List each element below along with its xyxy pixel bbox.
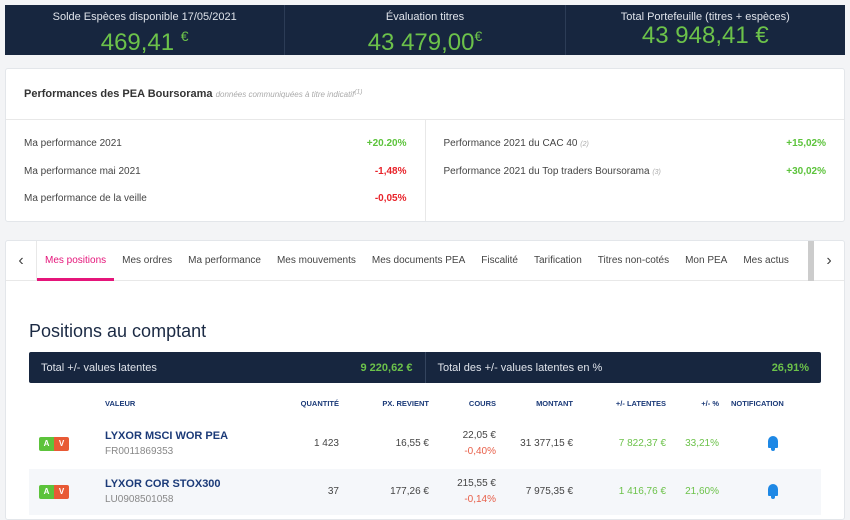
tab-titres-non-cotes[interactable]: Titres non-cotés bbox=[597, 254, 670, 266]
amount: 31 377,15 € bbox=[520, 438, 573, 449]
perf-row: Performance 2021 du CAC 40 (2) +15,02% bbox=[443, 138, 827, 150]
buy-button[interactable]: A bbox=[39, 437, 54, 451]
price: 215,55 € bbox=[457, 478, 496, 489]
positions-card: ‹ Mes positions Mes ordres Ma performanc… bbox=[5, 240, 845, 520]
isin: FR0011869353 bbox=[105, 446, 174, 457]
tab-mon-pea[interactable]: Mon PEA bbox=[685, 254, 728, 266]
securities-value: Évaluation titres 43 479,00€ bbox=[285, 5, 566, 56]
tab-mes-actus[interactable]: Mes actus bbox=[743, 254, 789, 266]
perf-row: Ma performance de la veille -0,05% bbox=[24, 193, 407, 205]
sell-button[interactable]: V bbox=[54, 485, 69, 499]
price: 22,05 € bbox=[462, 430, 496, 441]
tab-mes-mouvements[interactable]: Mes mouvements bbox=[276, 254, 356, 266]
tab-ma-performance[interactable]: Ma performance bbox=[188, 254, 261, 266]
perf-row: Ma performance 2021 +20.20% bbox=[24, 138, 407, 150]
portfolio-total: Total Portefeuille (titres + espèces) 43 … bbox=[620, 11, 790, 49]
tab-mes-positions[interactable]: Mes positions bbox=[37, 241, 115, 281]
performance-card: Performances des PEA Boursorama données … bbox=[5, 68, 845, 222]
tab-bar: ‹ Mes positions Mes ordres Ma performanc… bbox=[6, 240, 844, 281]
bell-icon[interactable] bbox=[768, 436, 778, 451]
tab-mes-documents[interactable]: Mes documents PEA bbox=[371, 254, 466, 266]
chevron-left-icon[interactable]: ‹ bbox=[18, 251, 24, 269]
security-name[interactable]: LYXOR COR STOX300 bbox=[105, 478, 221, 490]
security-name[interactable]: LYXOR MSCI WOR PEA bbox=[105, 430, 229, 442]
tab-fiscalite[interactable]: Fiscalité bbox=[481, 254, 518, 266]
cash-balance: Solde Espèces disponible 17/05/2021 469,4… bbox=[5, 5, 286, 56]
unrealized-pct: 21,60% bbox=[685, 486, 719, 497]
table-header: VALEUR QUANTITÉ PX. REVIENT COURS MONTAN… bbox=[105, 399, 784, 408]
perf-row: Ma performance mai 2021 -1,48% bbox=[24, 165, 407, 177]
tab-tarification[interactable]: Tarification bbox=[533, 254, 582, 266]
cost-price: 177,26 € bbox=[390, 486, 429, 497]
bell-icon[interactable] bbox=[768, 484, 778, 499]
tab-mes-ordres[interactable]: Mes ordres bbox=[122, 254, 173, 266]
section-title: Positions au comptant bbox=[29, 321, 207, 341]
isin: LU0908501058 bbox=[105, 494, 174, 505]
totals-bar: Total +/- values latentes 9 220,62 € Tota… bbox=[29, 352, 821, 383]
unrealized-gain: 1 416,76 € bbox=[618, 486, 666, 497]
unrealized-pct: 33,21% bbox=[685, 438, 719, 449]
amount: 7 975,35 € bbox=[525, 486, 573, 497]
cost-price: 16,55 € bbox=[395, 438, 429, 449]
price-change: -0,14% bbox=[464, 494, 496, 505]
unrealized-gain: 7 822,37 € bbox=[618, 438, 666, 449]
quantity: 37 bbox=[327, 486, 339, 497]
chevron-right-icon[interactable]: › bbox=[826, 251, 832, 269]
price-change: -0,40% bbox=[464, 446, 496, 457]
buy-button[interactable]: A bbox=[39, 485, 54, 499]
portfolio-summary: Solde Espèces disponible 17/05/2021 469,4… bbox=[5, 5, 845, 56]
perf-row: Performance 2021 du Top traders Boursora… bbox=[443, 165, 827, 177]
quantity: 1 423 bbox=[313, 438, 339, 449]
sell-button[interactable]: V bbox=[54, 437, 69, 451]
performance-title: Performances des PEA Boursorama données … bbox=[24, 88, 363, 100]
